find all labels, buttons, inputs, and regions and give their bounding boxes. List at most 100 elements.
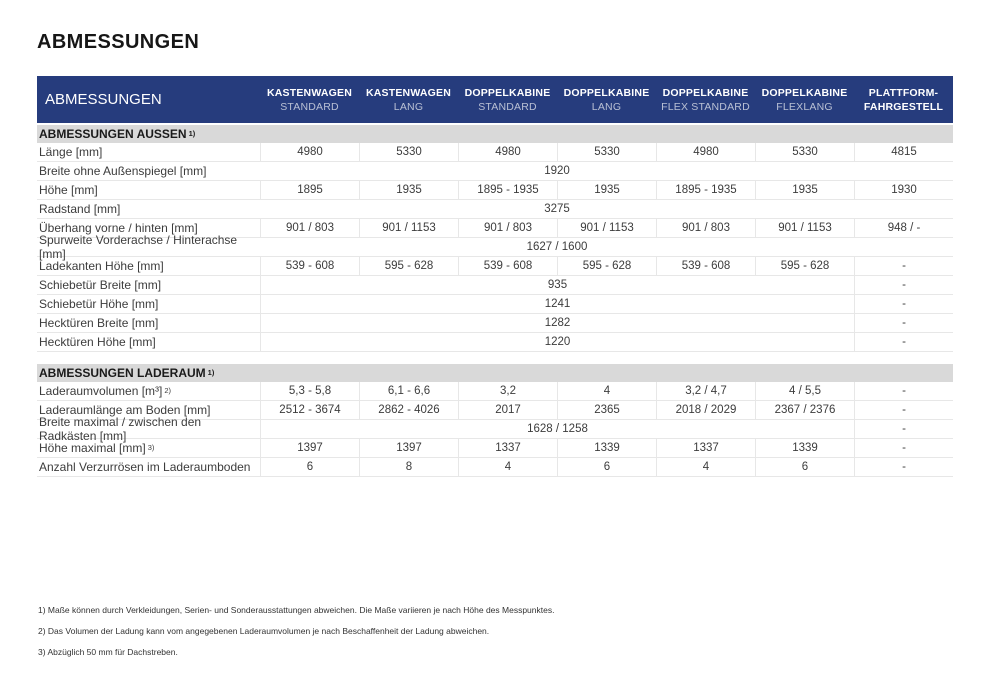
cell-value: 1895 - 1935 [458, 181, 557, 199]
cell-value: 1895 - 1935 [656, 181, 755, 199]
span-value: 1628 / 1258 [260, 420, 854, 438]
cell-value: 2365 [557, 401, 656, 419]
cell-value: 2018 / 2029 [656, 401, 755, 419]
cell-value: 3,2 [458, 382, 557, 400]
span-value: 1627 / 1600 [526, 241, 588, 253]
cell-value: 2512 - 3674 [260, 401, 359, 419]
row-label-text: Laderaumlänge am Boden [mm] [39, 403, 211, 417]
table-row: Laderaumlänge am Boden [mm] 2512 - 3674 28… [37, 401, 953, 420]
table-row: Schiebetür Breite [mm] 935- [37, 276, 953, 295]
column-header-line1: DOPPELKABINE [761, 86, 848, 99]
cell-value: 901 / 1153 [755, 219, 854, 237]
row-label-text: Laderaumvolumen [m³] [39, 384, 163, 398]
row-label: Schiebetür Höhe [mm] [37, 295, 260, 313]
table-row: Breite ohne Außenspiegel [mm] 1920 [37, 162, 953, 181]
row-label: Länge [mm] [37, 143, 260, 161]
row-label: Ladekanten Höhe [mm] [37, 257, 260, 275]
cell-value: 4815 [854, 143, 953, 161]
row-label: Radstand [mm] [37, 200, 260, 218]
row-label-text: Länge [mm] [39, 145, 103, 159]
row-label: Breite maximal / zwischen den Radkästen … [37, 415, 260, 443]
cell-value: 1930 [854, 181, 953, 199]
table-row: Ladekanten Höhe [mm] 539 - 608 595 - 628 53… [37, 257, 953, 276]
cell-value: 595 - 628 [557, 257, 656, 275]
cell-value: 1337 [656, 439, 755, 457]
cell-value: 4 / 5,5 [755, 382, 854, 400]
column-header-line2: STANDARD [280, 100, 339, 113]
cell-value: 4 [557, 382, 656, 400]
column-header: DOPPELKABINE STANDARD [458, 76, 557, 123]
row-label-text: Radstand [mm] [39, 202, 121, 216]
cell-value: - [854, 295, 953, 313]
cell-value: 901 / 803 [260, 219, 359, 237]
span-value: 1241 [260, 295, 854, 313]
row-label-text: Schiebetür Breite [mm] [39, 278, 162, 292]
row-label: Höhe maximal [mm] 3) [39, 441, 155, 455]
row-label: Hecktüren Breite [mm] [37, 314, 260, 332]
cell-value: - [854, 420, 953, 438]
cell-value: 1935 [557, 181, 656, 199]
cell-value: 6 [557, 458, 656, 476]
span-value: 1920 [544, 165, 570, 177]
cell-value: 539 - 608 [656, 257, 755, 275]
cell-value: - [854, 333, 953, 351]
cell-value: 901 / 1153 [557, 219, 656, 237]
column-header-line1: KASTENWAGEN [365, 86, 452, 99]
section-header: ABMESSUNGEN LADERAUM 1) [37, 364, 953, 382]
cell-value: 6 [260, 458, 359, 476]
column-header: DOPPELKABINE LANG [557, 76, 656, 123]
cell-value: 1339 [755, 439, 854, 457]
cell-value: 1935 [755, 181, 854, 199]
row-label-text: Spurweite Vorderachse / Hinterachse [mm] [39, 233, 238, 261]
cell-value: - [854, 458, 953, 476]
column-header: PLATTFORM- FAHRGESTELL [854, 76, 953, 123]
cell-value: 4980 [260, 143, 359, 161]
cell-value: - [854, 401, 953, 419]
footnote: 3) Abzüglich 50 mm für Dachstreben. [38, 647, 178, 657]
column-header-line1: KASTENWAGEN [266, 86, 353, 99]
cell-value: 5,3 - 5,8 [260, 382, 359, 400]
row-label-text: Höhe maximal [mm] [39, 441, 146, 455]
table-row: Überhang vorne / hinten [mm] 901 / 803 901… [37, 219, 953, 238]
cell-value: 5330 [557, 143, 656, 161]
column-header-line2: FLEX STANDARD [661, 100, 750, 113]
span-value: 3275 [544, 203, 570, 215]
cell-value: 4980 [656, 143, 755, 161]
column-header-line2: FAHRGESTELL [863, 100, 944, 113]
cell-value: 5330 [359, 143, 458, 161]
cell-value: 595 - 628 [755, 257, 854, 275]
cell-value: 2862 - 4026 [359, 401, 458, 419]
cell-value: 1397 [359, 439, 458, 457]
table-row: Breite maximal / zwischen den Radkästen … [37, 415, 953, 443]
cell-value: 1339 [557, 439, 656, 457]
span-value: 935 [260, 276, 854, 294]
cell-value: 1935 [359, 181, 458, 199]
cell-value: - [854, 276, 953, 294]
span-value: 1282 [260, 314, 854, 332]
cell-value: 6,1 - 6,6 [359, 382, 458, 400]
span-value: 1220 [260, 333, 854, 351]
row-label-text: Ladekanten Höhe [mm] [39, 259, 164, 273]
row-label: Schiebetür Breite [mm] [37, 276, 260, 294]
row-label: Laderaumvolumen [m³] 2) [39, 384, 172, 398]
table-row: Länge [mm] 4980 5330 4980 5330 4980 5330 4815 [37, 143, 953, 162]
cell-value: 595 - 628 [359, 257, 458, 275]
cell-value: 539 - 608 [458, 257, 557, 275]
row-label-text: Anzahl Verzurrösen im Laderaumboden [39, 460, 251, 474]
cell-value: 901 / 803 [458, 219, 557, 237]
cell-value: 901 / 803 [656, 219, 755, 237]
cell-value: - [854, 382, 953, 400]
row-label-text: Höhe [mm] [39, 183, 98, 197]
cell-value: - [854, 257, 953, 275]
table-row: Höhe maximal [mm] 3) 1397 1397 1337 1339 1337 1… [37, 439, 953, 458]
table-row: Hecktüren Höhe [mm] 1220- [37, 333, 953, 352]
section-header: ABMESSUNGEN AUSSEN 1) [37, 125, 953, 143]
table-sections: ABMESSUNGEN AUSSEN 1) Länge [mm] 4980 5330 49… [37, 125, 953, 477]
table-row: Anzahl Verzurrösen im Laderaumboden 6 8 4 6 4… [37, 458, 953, 477]
column-header: KASTENWAGEN STANDARD [260, 76, 359, 123]
table-row: Schiebetür Höhe [mm] 1241- [37, 295, 953, 314]
table-row: Höhe [mm] 1895 1935 1895 - 1935 1935 1895 - 1… [37, 181, 953, 200]
cell-value: 2367 / 2376 [755, 401, 854, 419]
column-header-line2: FLEXLANG [776, 100, 833, 113]
row-label-text: Schiebetür Höhe [mm] [39, 297, 159, 311]
